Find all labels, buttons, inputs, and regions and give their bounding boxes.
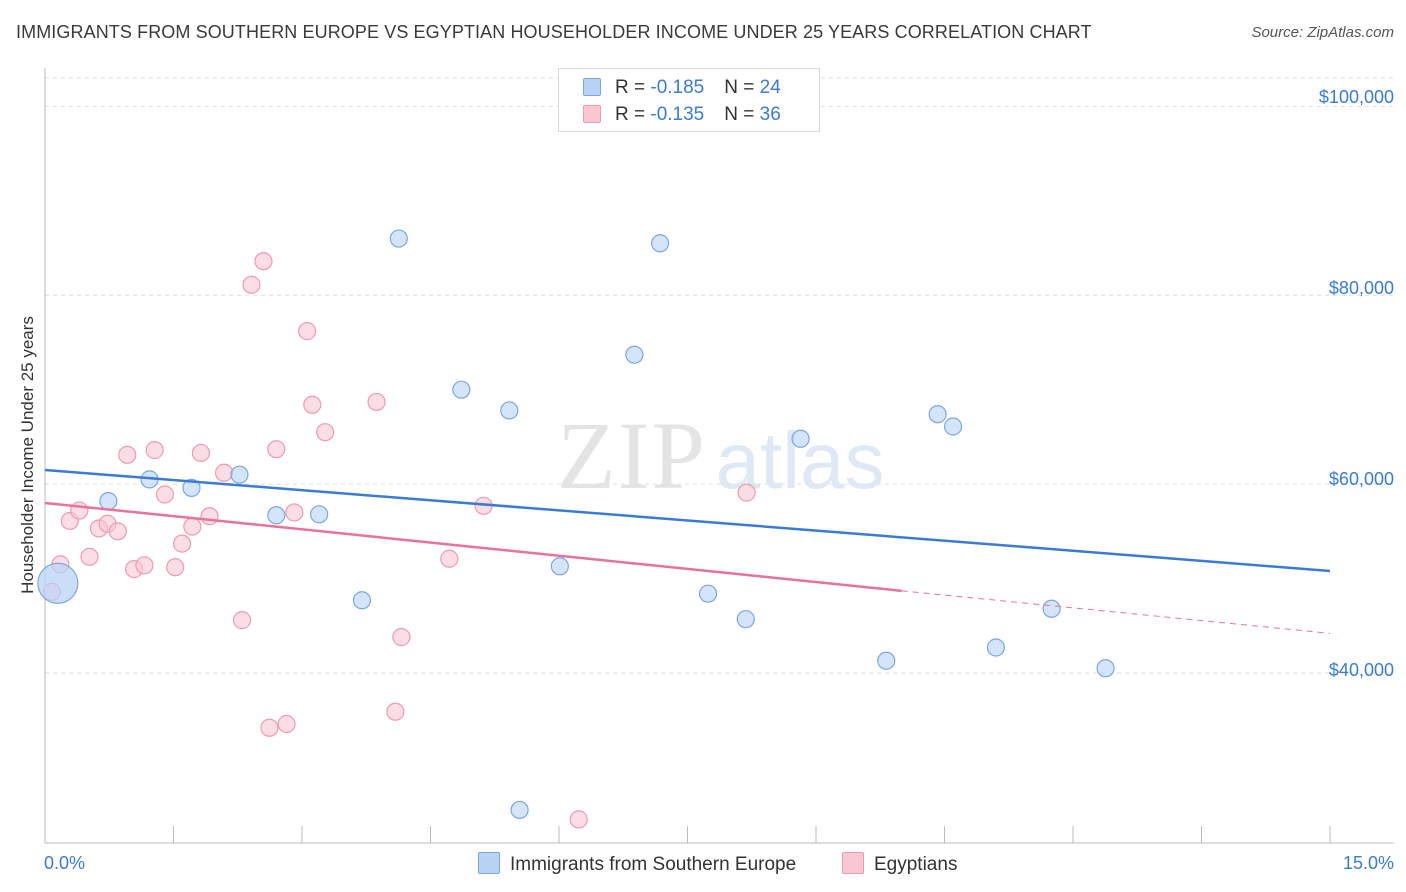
egyptians-point bbox=[135, 556, 154, 575]
southern-europe-point bbox=[452, 380, 471, 399]
southern-europe-point bbox=[986, 638, 1006, 657]
egyptians-point bbox=[232, 611, 252, 630]
y-tick-label: $60,000 bbox=[1328, 469, 1394, 489]
pink-swatch bbox=[842, 852, 864, 874]
egyptians-point bbox=[108, 522, 127, 541]
blue-swatch bbox=[478, 852, 500, 874]
southern-europe-point bbox=[37, 562, 79, 604]
egyptians-trend-line bbox=[44, 501, 902, 593]
legend-label: Egyptians bbox=[874, 854, 958, 875]
gridlines bbox=[45, 77, 1394, 674]
y-axis-label: Householder Income Under 25 years bbox=[18, 316, 37, 594]
n-label: N = bbox=[724, 104, 760, 125]
egyptians-point bbox=[569, 810, 588, 829]
legend-label: Immigrants from Southern Europe bbox=[510, 854, 797, 875]
egyptians-point bbox=[298, 322, 317, 341]
r-label: R = bbox=[615, 104, 651, 125]
egyptians-point bbox=[316, 423, 335, 442]
southern-europe-point bbox=[500, 401, 519, 420]
y-tick-label: $80,000 bbox=[1328, 278, 1394, 298]
southern-europe-point bbox=[736, 610, 755, 629]
chart-title: IMMIGRANTS FROM SOUTHERN EUROPE VS EGYPT… bbox=[16, 22, 1092, 42]
egyptians-point bbox=[440, 549, 459, 568]
egyptians-point bbox=[392, 628, 411, 647]
egyptians-point bbox=[386, 702, 405, 721]
legend-item-egyptians: Egyptians bbox=[842, 852, 957, 876]
southern-europe-point bbox=[943, 417, 963, 436]
y-tick-label: $100,000 bbox=[1318, 87, 1394, 107]
southern-europe-point bbox=[791, 429, 810, 448]
southern-europe-point bbox=[625, 345, 644, 364]
legend-item-southern-europe: Immigrants from Southern Europe bbox=[478, 852, 796, 876]
southern-europe-point bbox=[510, 800, 529, 820]
source-label: Source: ZipAtlas.com bbox=[1251, 24, 1394, 41]
egyptians-point bbox=[155, 485, 175, 504]
southern-europe-point bbox=[182, 478, 201, 497]
southern-europe-trend-line bbox=[44, 468, 1331, 573]
southern-europe-point bbox=[1042, 599, 1061, 618]
southern-europe-point bbox=[928, 405, 947, 424]
blue-swatch bbox=[583, 78, 601, 96]
egyptians-point bbox=[183, 517, 202, 536]
southern-europe-point bbox=[650, 234, 670, 253]
r-value: -0.135 bbox=[650, 104, 705, 125]
southern-europe-point bbox=[698, 584, 718, 603]
egyptians-point bbox=[214, 463, 234, 482]
egyptians-point bbox=[260, 718, 279, 737]
legend-row-egyptians: R = -0.135 N = 36 bbox=[583, 104, 781, 126]
watermark-zip: ZIP bbox=[557, 402, 707, 509]
southern-europe-point bbox=[1096, 659, 1115, 678]
egyptians-point bbox=[367, 392, 386, 412]
x-tick-label: 0.0% bbox=[44, 853, 86, 873]
egyptians-point bbox=[200, 507, 219, 526]
stats-legend: R = -0.185 N = 24 R = -0.135 N = 36 bbox=[558, 68, 820, 132]
southern-europe-point bbox=[352, 591, 372, 610]
southern-europe-point bbox=[310, 505, 329, 524]
r-value: -0.185 bbox=[650, 77, 705, 98]
southern-europe-point bbox=[230, 465, 249, 484]
y-tick-label: $40,000 bbox=[1328, 660, 1394, 680]
r-label: R = bbox=[615, 77, 651, 98]
southern-europe-point bbox=[389, 229, 408, 248]
egyptians-point bbox=[303, 395, 322, 414]
pink-swatch bbox=[583, 105, 601, 123]
southern-europe-point bbox=[877, 651, 896, 670]
southern-europe-point bbox=[267, 506, 286, 525]
axes bbox=[44, 68, 1394, 844]
egyptians-point bbox=[166, 558, 185, 577]
egyptians-point bbox=[242, 275, 261, 294]
legend-row-southern-europe: R = -0.185 N = 24 bbox=[583, 77, 781, 99]
egyptians-point bbox=[172, 534, 192, 553]
egyptians-point bbox=[267, 440, 286, 459]
egyptians-point bbox=[80, 547, 99, 566]
egyptians-point bbox=[118, 445, 137, 464]
x-tick-label: 15.0% bbox=[1342, 853, 1394, 873]
egyptians-point bbox=[737, 483, 756, 502]
egyptians-point bbox=[254, 252, 273, 271]
n-label: N = bbox=[724, 77, 760, 98]
trend-lines bbox=[44, 468, 1331, 634]
egyptians-point bbox=[191, 443, 211, 463]
egyptians-point bbox=[145, 441, 164, 460]
n-value: 36 bbox=[759, 104, 781, 125]
egyptians-point bbox=[285, 503, 304, 522]
egyptians-trend-extension bbox=[901, 590, 1331, 634]
southern-europe-point bbox=[550, 557, 569, 576]
southern-europe-point bbox=[99, 492, 118, 511]
egyptians-point bbox=[70, 501, 89, 520]
egyptians-point bbox=[277, 714, 296, 734]
n-value: 24 bbox=[759, 77, 781, 98]
